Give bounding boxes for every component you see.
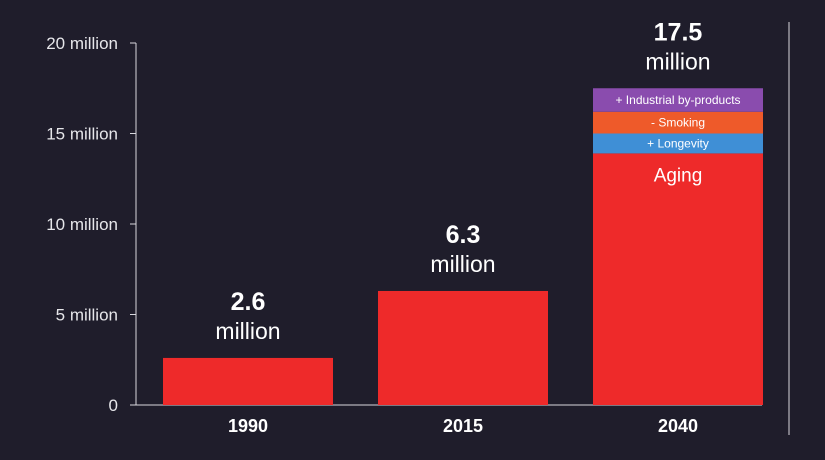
bar-2015 xyxy=(378,290,548,405)
value-label-number: 6.3 xyxy=(446,221,481,249)
bar-segment-longevity xyxy=(593,133,763,154)
bars xyxy=(163,88,763,405)
x-category-label: 1990 xyxy=(228,416,268,436)
value-label-unit: million xyxy=(430,251,495,277)
bar-segment-smoking xyxy=(593,111,763,134)
y-tick-label: 10 million xyxy=(46,215,118,234)
x-category-label: 2015 xyxy=(443,416,483,436)
bar-segment-aging xyxy=(593,153,763,405)
segment-label: - Smoking xyxy=(651,116,705,130)
bar-segment-industrialbyproducts xyxy=(593,88,763,112)
y-ticks: 0 5 million 10 million 15 million 20 million xyxy=(46,34,136,415)
x-category-label: 2040 xyxy=(658,416,698,436)
value-label-number: 2.6 xyxy=(231,288,266,316)
segment-label: Aging xyxy=(654,165,703,186)
y-tick-label: 0 xyxy=(109,396,118,415)
value-label-unit: million xyxy=(645,48,710,74)
value-label-number: 17.5 xyxy=(654,18,703,46)
y-tick-label: 15 million xyxy=(46,125,118,144)
segment-label: + Industrial by-products xyxy=(615,93,740,107)
y-tick-label: 5 million xyxy=(56,306,118,325)
y-tick-label: 20 million xyxy=(46,34,118,53)
bar-1990 xyxy=(163,357,333,405)
segment-label: + Longevity xyxy=(647,136,709,150)
value-label-unit: million xyxy=(215,318,280,344)
